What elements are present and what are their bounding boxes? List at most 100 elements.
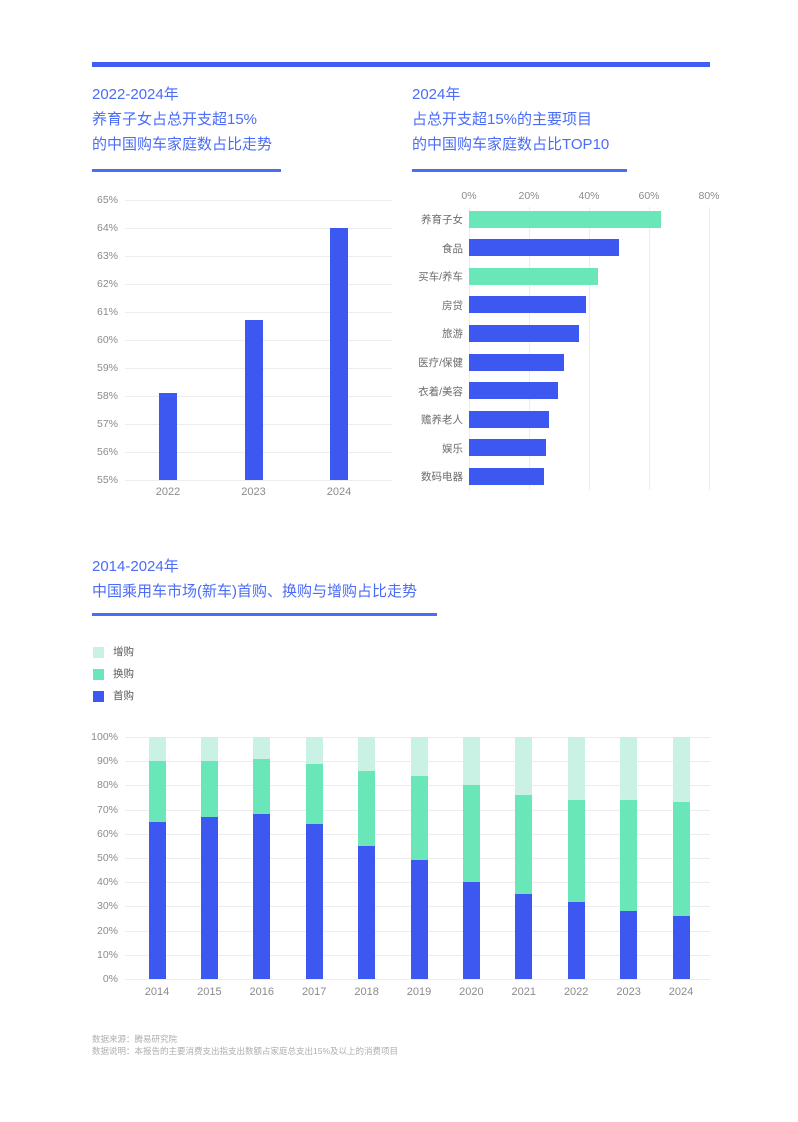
y-axis-tick-label: 80% — [96, 779, 118, 792]
y-axis-tick-label: 55% — [96, 474, 118, 486]
y-axis-tick-label: 65% — [96, 194, 118, 206]
x-axis-category-label: 2024 — [326, 486, 352, 498]
segment-增购-2018 — [358, 737, 376, 771]
y-axis-tick-label: 60% — [96, 827, 118, 840]
y-axis-tick-label: 59% — [96, 362, 118, 374]
y-axis-tick-label: 57% — [96, 418, 118, 430]
x-axis-tick-label: 0% — [461, 190, 477, 202]
x-axis-tick-label: 20% — [518, 190, 540, 202]
segment-换购-2024 — [672, 802, 690, 917]
y-axis-tick-label: 40% — [96, 876, 118, 889]
chart3-title-line1: 2014-2024年 — [92, 558, 179, 575]
category-label: 医疗/保健 — [418, 357, 463, 369]
y-axis-tick-label: 50% — [96, 852, 118, 864]
x-axis-category-label: 2015 — [197, 986, 222, 998]
x-axis-category-label: 2014 — [144, 986, 170, 998]
segment-首购-2020 — [462, 882, 480, 979]
bar-衣着/美容 — [469, 382, 558, 400]
y-axis-tick-label: 70% — [96, 803, 118, 816]
segment-首购-2021 — [515, 894, 533, 979]
segment-换购-2015 — [200, 761, 218, 817]
chart-purchase-type-trend: 100% 90% 80% 70% 60% 50% 40% 30% 20% 10% 0% 2014 201… — [88, 730, 716, 1010]
segment-换购-2018 — [358, 770, 376, 846]
y-axis-tick-label: 62% — [96, 278, 118, 290]
grid-line — [709, 207, 710, 490]
bar-房贷 — [469, 296, 586, 314]
category-label: 食品 — [442, 242, 463, 255]
y-axis-tick-label: 100% — [91, 731, 118, 743]
segment-增购-2021 — [515, 737, 533, 796]
segment-增购-2017 — [305, 737, 323, 764]
grid-line — [125, 979, 710, 980]
x-axis-tick-label: 80% — [698, 190, 720, 202]
segment-换购-2019 — [410, 775, 428, 861]
bar-数码电器 — [469, 467, 544, 485]
chart1-title-line3: 的中国购车家庭数占比走势 — [92, 136, 273, 153]
category-label: 养育子女 — [421, 214, 463, 226]
legend-swatch-首购 — [93, 691, 104, 702]
x-axis-category-label: 2024 — [668, 986, 694, 998]
segment-首购-2019 — [410, 860, 428, 979]
grid-line — [589, 207, 590, 490]
grid-line — [125, 256, 392, 257]
legend-label-增购: 增购 — [113, 646, 134, 658]
x-axis-category-label: 2023 — [241, 486, 266, 498]
segment-增购-2014 — [148, 737, 166, 762]
y-axis-tick-label: 64% — [96, 222, 118, 234]
chart3-title-line2: 中国乘用车市场(新车)首购、换购与增购占比走势 — [92, 583, 417, 600]
legend-label-首购: 首购 — [113, 690, 134, 702]
segment-首购-2018 — [358, 845, 376, 979]
chart1-title-line1: 2022-2024年 — [92, 86, 179, 103]
chart-top10-spend-items: 0% 20% 40% 60% 80% 养育子女 食品 买车/养车 房贷 旅游 医疗/保健 衣着/美容赡… — [405, 190, 720, 500]
chart2-title-line3: 的中国购车家庭数占比TOP10 — [412, 136, 610, 153]
segment-换购-2021 — [515, 795, 533, 895]
bar-食品 — [469, 239, 619, 257]
y-axis-tick-label: 58% — [96, 390, 118, 402]
x-axis-tick-label: 60% — [638, 190, 660, 202]
bar-医疗/保健 — [469, 353, 564, 371]
y-axis-tick-label: 56% — [96, 446, 118, 458]
segment-增购-2016 — [253, 737, 271, 759]
chart-parenting-spend-trend: 65% 64% 63% 62% 61% 60% 59% 58% 57% 56% 55% 2022 202… — [88, 194, 400, 509]
x-axis-category-label: 2017 — [301, 986, 327, 998]
y-axis-tick-label: 90% — [96, 755, 118, 768]
segment-换购-2016 — [253, 758, 271, 815]
chart2-title-underline — [412, 169, 627, 172]
segment-首购-2024 — [672, 916, 690, 979]
x-axis-category-label: 2021 — [511, 986, 537, 998]
category-label: 赡养老人 — [421, 414, 463, 427]
segment-换购-2022 — [567, 799, 585, 902]
segment-增购-2022 — [567, 737, 585, 800]
x-axis-category-label: 2022 — [155, 486, 181, 498]
category-label: 房贷 — [442, 299, 463, 312]
chart3-legend: 增购 换购 首购 — [92, 646, 212, 716]
grid-line — [529, 207, 530, 490]
category-label: 买车/养车 — [418, 271, 463, 284]
x-axis-category-label: 2018 — [354, 986, 379, 998]
segment-增购-2020 — [462, 737, 480, 786]
x-axis-category-label: 2023 — [616, 986, 641, 998]
bar-赡养老人 — [469, 410, 549, 428]
segment-增购-2023 — [620, 737, 638, 800]
chart2-title: 2024年 占总开支超15%的主要项目 的中国购车家庭数占比TOP10 — [412, 82, 609, 157]
y-axis-tick-label: 10% — [96, 948, 118, 961]
grid-line — [469, 207, 470, 490]
chart1-title-underline — [92, 169, 281, 172]
category-label: 数码电器 — [421, 471, 463, 484]
segment-首购-2014 — [148, 821, 166, 979]
bar-养育子女 — [469, 210, 661, 228]
bar-买车/养车 — [469, 267, 598, 285]
y-axis-tick-label: 61% — [96, 306, 118, 318]
bar-2024 — [330, 228, 348, 480]
x-axis-category-label: 2016 — [249, 986, 275, 998]
legend-label-换购: 换购 — [113, 668, 134, 680]
y-axis-tick-label: 63% — [96, 250, 118, 262]
segment-换购-2017 — [305, 763, 323, 825]
chart1-title: 2022-2024年 养育子女占总开支超15% 的中国购车家庭数占比走势 — [92, 82, 272, 157]
grid-line — [125, 480, 392, 481]
chart2-title-line2: 占总开支超15%的主要项目 — [412, 111, 593, 128]
chart1-title-line2: 养育子女占总开支超15% — [92, 111, 258, 128]
x-axis-category-label: 2020 — [459, 986, 484, 998]
grid-line — [125, 312, 392, 313]
legend-swatch-换购 — [93, 669, 104, 680]
